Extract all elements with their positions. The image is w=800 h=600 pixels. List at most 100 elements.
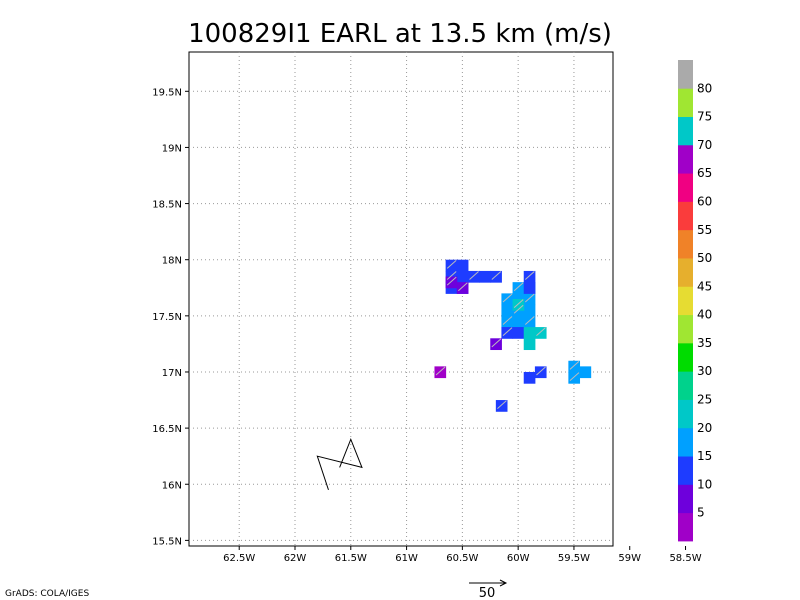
y-tick-label: 16.5N (152, 424, 182, 435)
wind-vector (513, 299, 524, 308)
colorbar-segment (678, 229, 693, 259)
wind-vector (446, 271, 457, 280)
wind-cell-central-band-edge (523, 270, 536, 283)
wind-cell-central-band (501, 304, 514, 317)
wind-vector (502, 327, 513, 337)
x-tick-label: 59.5W (558, 553, 590, 564)
wind-vector (513, 304, 524, 314)
colorbar-segment (678, 456, 693, 485)
wind-cell-north-west-core (445, 276, 458, 289)
y-tick-label: 16N (162, 480, 182, 491)
credit-text: GrADS: COLA/IGES (5, 589, 89, 599)
plot-frame (188, 51, 614, 547)
wind-cell-north-west-cluster (490, 270, 502, 283)
x-tick-label: 61W (395, 553, 418, 564)
colorbar-label: 70 (697, 138, 712, 152)
wind-cell-east-blue (523, 371, 536, 384)
x-tick-label: 58.5W (669, 553, 701, 564)
wind-cell-north-west-core (456, 282, 469, 294)
colorbar-segment (678, 258, 693, 287)
colorbar-label: 15 (697, 449, 712, 463)
y-tick-label: 18N (162, 256, 182, 267)
wind-cell-central-band (523, 304, 536, 317)
wind-cell-north-west-cluster (456, 259, 469, 272)
wind-cell-central-band (501, 293, 514, 306)
colorbar-label: 20 (697, 421, 712, 435)
colorbar-segment (678, 399, 693, 429)
y-tick-label: 15.5N (152, 536, 182, 547)
wind-vector (446, 276, 457, 286)
chart-title: 100829I1 EARL at 13.5 km (m/s) (188, 19, 612, 49)
wind-cells (434, 259, 592, 412)
x-tick-label: 62.5W (223, 553, 255, 564)
colorbar-label: 30 (697, 364, 712, 378)
y-tick-label: 19N (162, 143, 182, 154)
wind-vectors (435, 259, 580, 410)
wind-vector (536, 327, 546, 337)
wind-cell-central-band-edge (501, 327, 514, 339)
wind-cell-east-blue (534, 366, 547, 379)
x-tick-label: 60W (507, 553, 530, 564)
colorbar-segment (678, 60, 693, 89)
colorbar-label: 75 (697, 110, 712, 124)
colorbar-label: 45 (697, 279, 712, 293)
wind-cell-south-blue (495, 400, 508, 412)
wind-cell-east-cyan (568, 371, 581, 384)
colorbar-label: 25 (697, 393, 712, 407)
wind-vector (458, 282, 468, 292)
reference-vector-head (499, 579, 508, 587)
wind-vector (569, 372, 580, 381)
wind-cell-east-cyan (579, 366, 592, 379)
wind-vector (513, 282, 524, 292)
wind-cell-central-band (512, 282, 525, 294)
x-tick-label: 59W (618, 553, 641, 564)
colorbar-segment (678, 88, 693, 117)
colorbar-segment (678, 286, 693, 316)
colorbar: 5 10 15 20 25 30 35 40 45 50 55 60 65 70 75 80 (678, 60, 712, 542)
colorbar-segment (678, 427, 693, 457)
wind-vector (502, 316, 513, 325)
colorbar-label: 35 (697, 336, 712, 350)
colorbar-segment (678, 314, 693, 344)
wind-cell-central-band (523, 293, 536, 306)
colorbar-segment (678, 512, 693, 542)
wind-cell-north-west-cluster (456, 270, 469, 283)
colorbar-segment (678, 116, 693, 146)
y-tick-label: 18.5N (152, 200, 182, 211)
wind-vector (524, 271, 535, 280)
x-tick-label: 62W (284, 553, 307, 564)
wind-vector (502, 293, 513, 303)
storm-track (316, 437, 363, 491)
colorbar-segment (678, 201, 693, 231)
colorbar-segment (678, 342, 693, 372)
wind-cell-central-band-cyan (523, 338, 536, 351)
y-axis-ticks: 19.5N 19N 18.5N 18N 17.5N 17N 16.5N 16N 15.5N (152, 87, 189, 547)
colorbar-segment (678, 371, 693, 400)
colorbar-segment (678, 484, 693, 514)
wind-cell-central-band-cyan (534, 327, 547, 339)
colorbar-label: 65 (697, 166, 712, 180)
wind-cell-central-band (512, 315, 525, 328)
wind-cell-east-cyan (568, 360, 581, 373)
wind-vector (491, 271, 502, 280)
wind-cell-central-band (523, 315, 536, 328)
y-tick-label: 19.5N (152, 87, 182, 98)
wind-vector (524, 316, 535, 325)
wind-cell-west-purple (434, 366, 447, 379)
y-tick-label: 17.5N (152, 312, 182, 323)
y-tick-label: 17N (162, 368, 182, 379)
colorbar-segment (678, 144, 693, 174)
colorbar-label: 55 (697, 223, 712, 237)
wind-vector (469, 271, 479, 280)
reference-vector: 50 (469, 579, 508, 600)
x-axis-ticks: 62.5W 62W 61.5W 61W 60.5W 60W 59.5W 59W 58.5W (223, 546, 702, 564)
storm-track-line (316, 437, 363, 491)
colorbar-label: 80 (697, 81, 712, 95)
wind-cell-north-west-cluster (467, 270, 480, 283)
grid-lines (189, 52, 613, 546)
colorbar-label: 50 (697, 251, 712, 265)
wind-cell-small-purple-north (490, 338, 502, 351)
colorbar-label: 5 (697, 506, 705, 520)
wind-cell-central-band-cyan (512, 299, 525, 311)
